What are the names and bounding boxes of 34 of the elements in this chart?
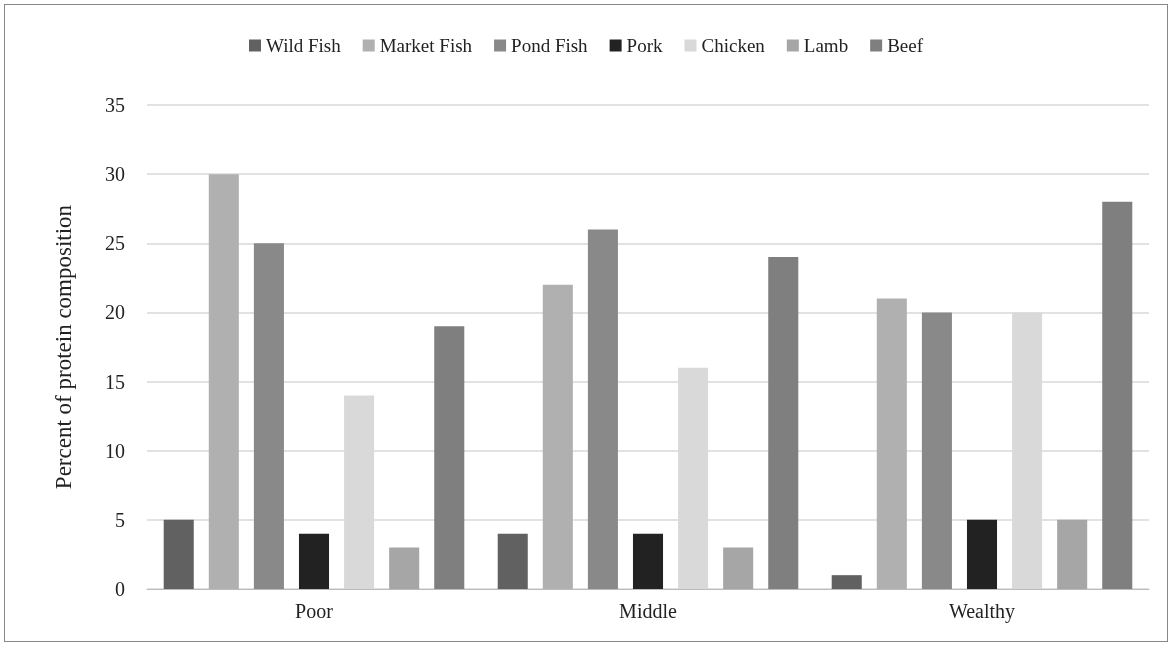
bar	[163, 519, 194, 589]
legend-label: Pork	[626, 35, 664, 56]
legend-label: Pond Fish	[511, 35, 589, 56]
legend-label: Wild Fish	[265, 35, 342, 56]
x-tick-label: Middle	[619, 600, 678, 622]
y-tick-label: 35	[105, 94, 125, 116]
bar	[587, 229, 618, 589]
y-axis-title: Percent of protein composition	[51, 204, 76, 490]
y-tick-label: 25	[105, 232, 125, 255]
y-tick-label: 0	[115, 578, 125, 600]
bar	[1102, 201, 1133, 589]
legend-label: Chicken	[701, 35, 766, 56]
bar	[497, 533, 528, 589]
bar	[768, 257, 799, 589]
y-tick-label: 30	[105, 163, 125, 186]
x-tick-label: Poor	[295, 600, 334, 622]
x-tick-label: Wealthy	[948, 600, 1016, 623]
bar	[253, 243, 284, 589]
bar	[966, 519, 998, 589]
y-tick-label: 10	[105, 439, 125, 462]
bar	[1057, 519, 1088, 589]
bar	[831, 575, 862, 589]
legend-label: Market Fish	[379, 35, 473, 56]
bar	[298, 533, 330, 589]
bar	[434, 326, 465, 589]
bar	[921, 312, 952, 589]
bar	[389, 547, 420, 589]
y-tick-label: 20	[105, 301, 125, 324]
y-tick-label: 5	[115, 508, 125, 531]
legend-label: Lamb	[803, 35, 849, 56]
legend-label: Beef	[887, 35, 924, 56]
y-tick-label: 15	[105, 370, 125, 393]
bar	[632, 533, 664, 589]
bar	[723, 547, 754, 589]
